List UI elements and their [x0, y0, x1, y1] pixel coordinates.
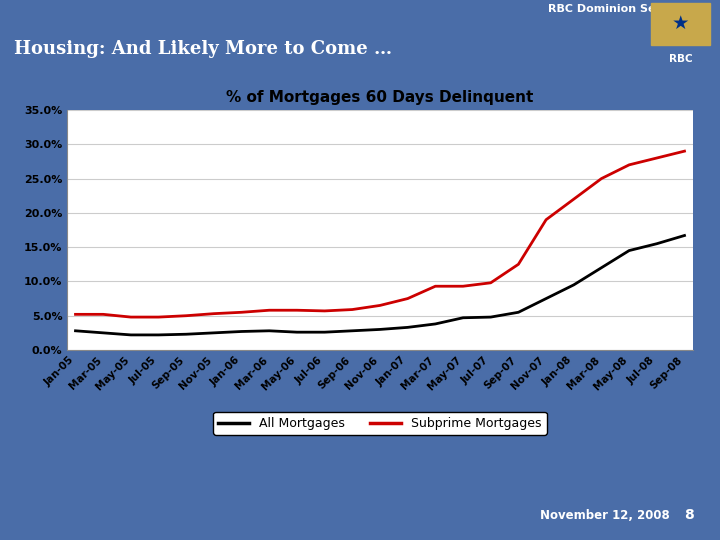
All Mortgages	[376, 326, 384, 333]
Subprime Mortgages	[652, 155, 661, 161]
Legend: All Mortgages, Subprime Mortgages: All Mortgages, Subprime Mortgages	[213, 412, 547, 435]
All Mortgages	[182, 331, 191, 338]
Subprime Mortgages	[265, 307, 274, 313]
Text: ★: ★	[672, 15, 689, 33]
Subprime Mortgages	[348, 306, 356, 313]
Subprime Mortgages	[570, 196, 578, 202]
All Mortgages	[541, 295, 550, 302]
Subprime Mortgages	[320, 308, 329, 314]
Subprime Mortgages	[514, 261, 523, 267]
Text: 8: 8	[684, 508, 694, 522]
Subprime Mortgages	[541, 217, 550, 223]
Text: RBC Dominion Securities: RBC Dominion Securities	[548, 4, 702, 14]
Subprime Mortgages	[292, 307, 301, 313]
Line: All Mortgages: All Mortgages	[76, 235, 685, 335]
Subprime Mortgages	[625, 161, 634, 168]
Subprime Mortgages	[376, 302, 384, 309]
Text: November 12, 2008: November 12, 2008	[540, 509, 670, 522]
Subprime Mortgages	[680, 148, 689, 154]
Line: Subprime Mortgages: Subprime Mortgages	[76, 151, 685, 317]
All Mortgages	[71, 328, 80, 334]
All Mortgages	[265, 328, 274, 334]
All Mortgages	[154, 332, 163, 338]
All Mortgages	[348, 328, 356, 334]
All Mortgages	[403, 324, 412, 330]
Text: RBC: RBC	[669, 55, 692, 64]
All Mortgages	[127, 332, 135, 338]
Subprime Mortgages	[597, 176, 606, 182]
All Mortgages	[431, 321, 440, 327]
Subprime Mortgages	[182, 313, 191, 319]
All Mortgages	[292, 329, 301, 335]
Subprime Mortgages	[459, 283, 467, 289]
Text: Housing: And Likely More to Come …: Housing: And Likely More to Come …	[14, 40, 392, 58]
Subprime Mortgages	[127, 314, 135, 320]
All Mortgages	[487, 314, 495, 320]
All Mortgages	[570, 282, 578, 288]
All Mortgages	[652, 240, 661, 247]
All Mortgages	[99, 329, 107, 336]
Title: % of Mortgages 60 Days Delinquent: % of Mortgages 60 Days Delinquent	[226, 90, 534, 105]
All Mortgages	[597, 265, 606, 271]
Subprime Mortgages	[210, 310, 218, 317]
All Mortgages	[238, 328, 246, 335]
Subprime Mortgages	[154, 314, 163, 320]
All Mortgages	[320, 329, 329, 335]
Subprime Mortgages	[431, 283, 440, 289]
All Mortgages	[459, 314, 467, 321]
Subprime Mortgages	[99, 311, 107, 318]
All Mortgages	[210, 329, 218, 336]
Subprime Mortgages	[487, 280, 495, 286]
Subprime Mortgages	[71, 311, 80, 318]
All Mortgages	[625, 247, 634, 254]
All Mortgages	[514, 309, 523, 315]
FancyBboxPatch shape	[652, 3, 709, 45]
Subprime Mortgages	[238, 309, 246, 315]
All Mortgages	[680, 232, 689, 239]
Subprime Mortgages	[403, 295, 412, 302]
